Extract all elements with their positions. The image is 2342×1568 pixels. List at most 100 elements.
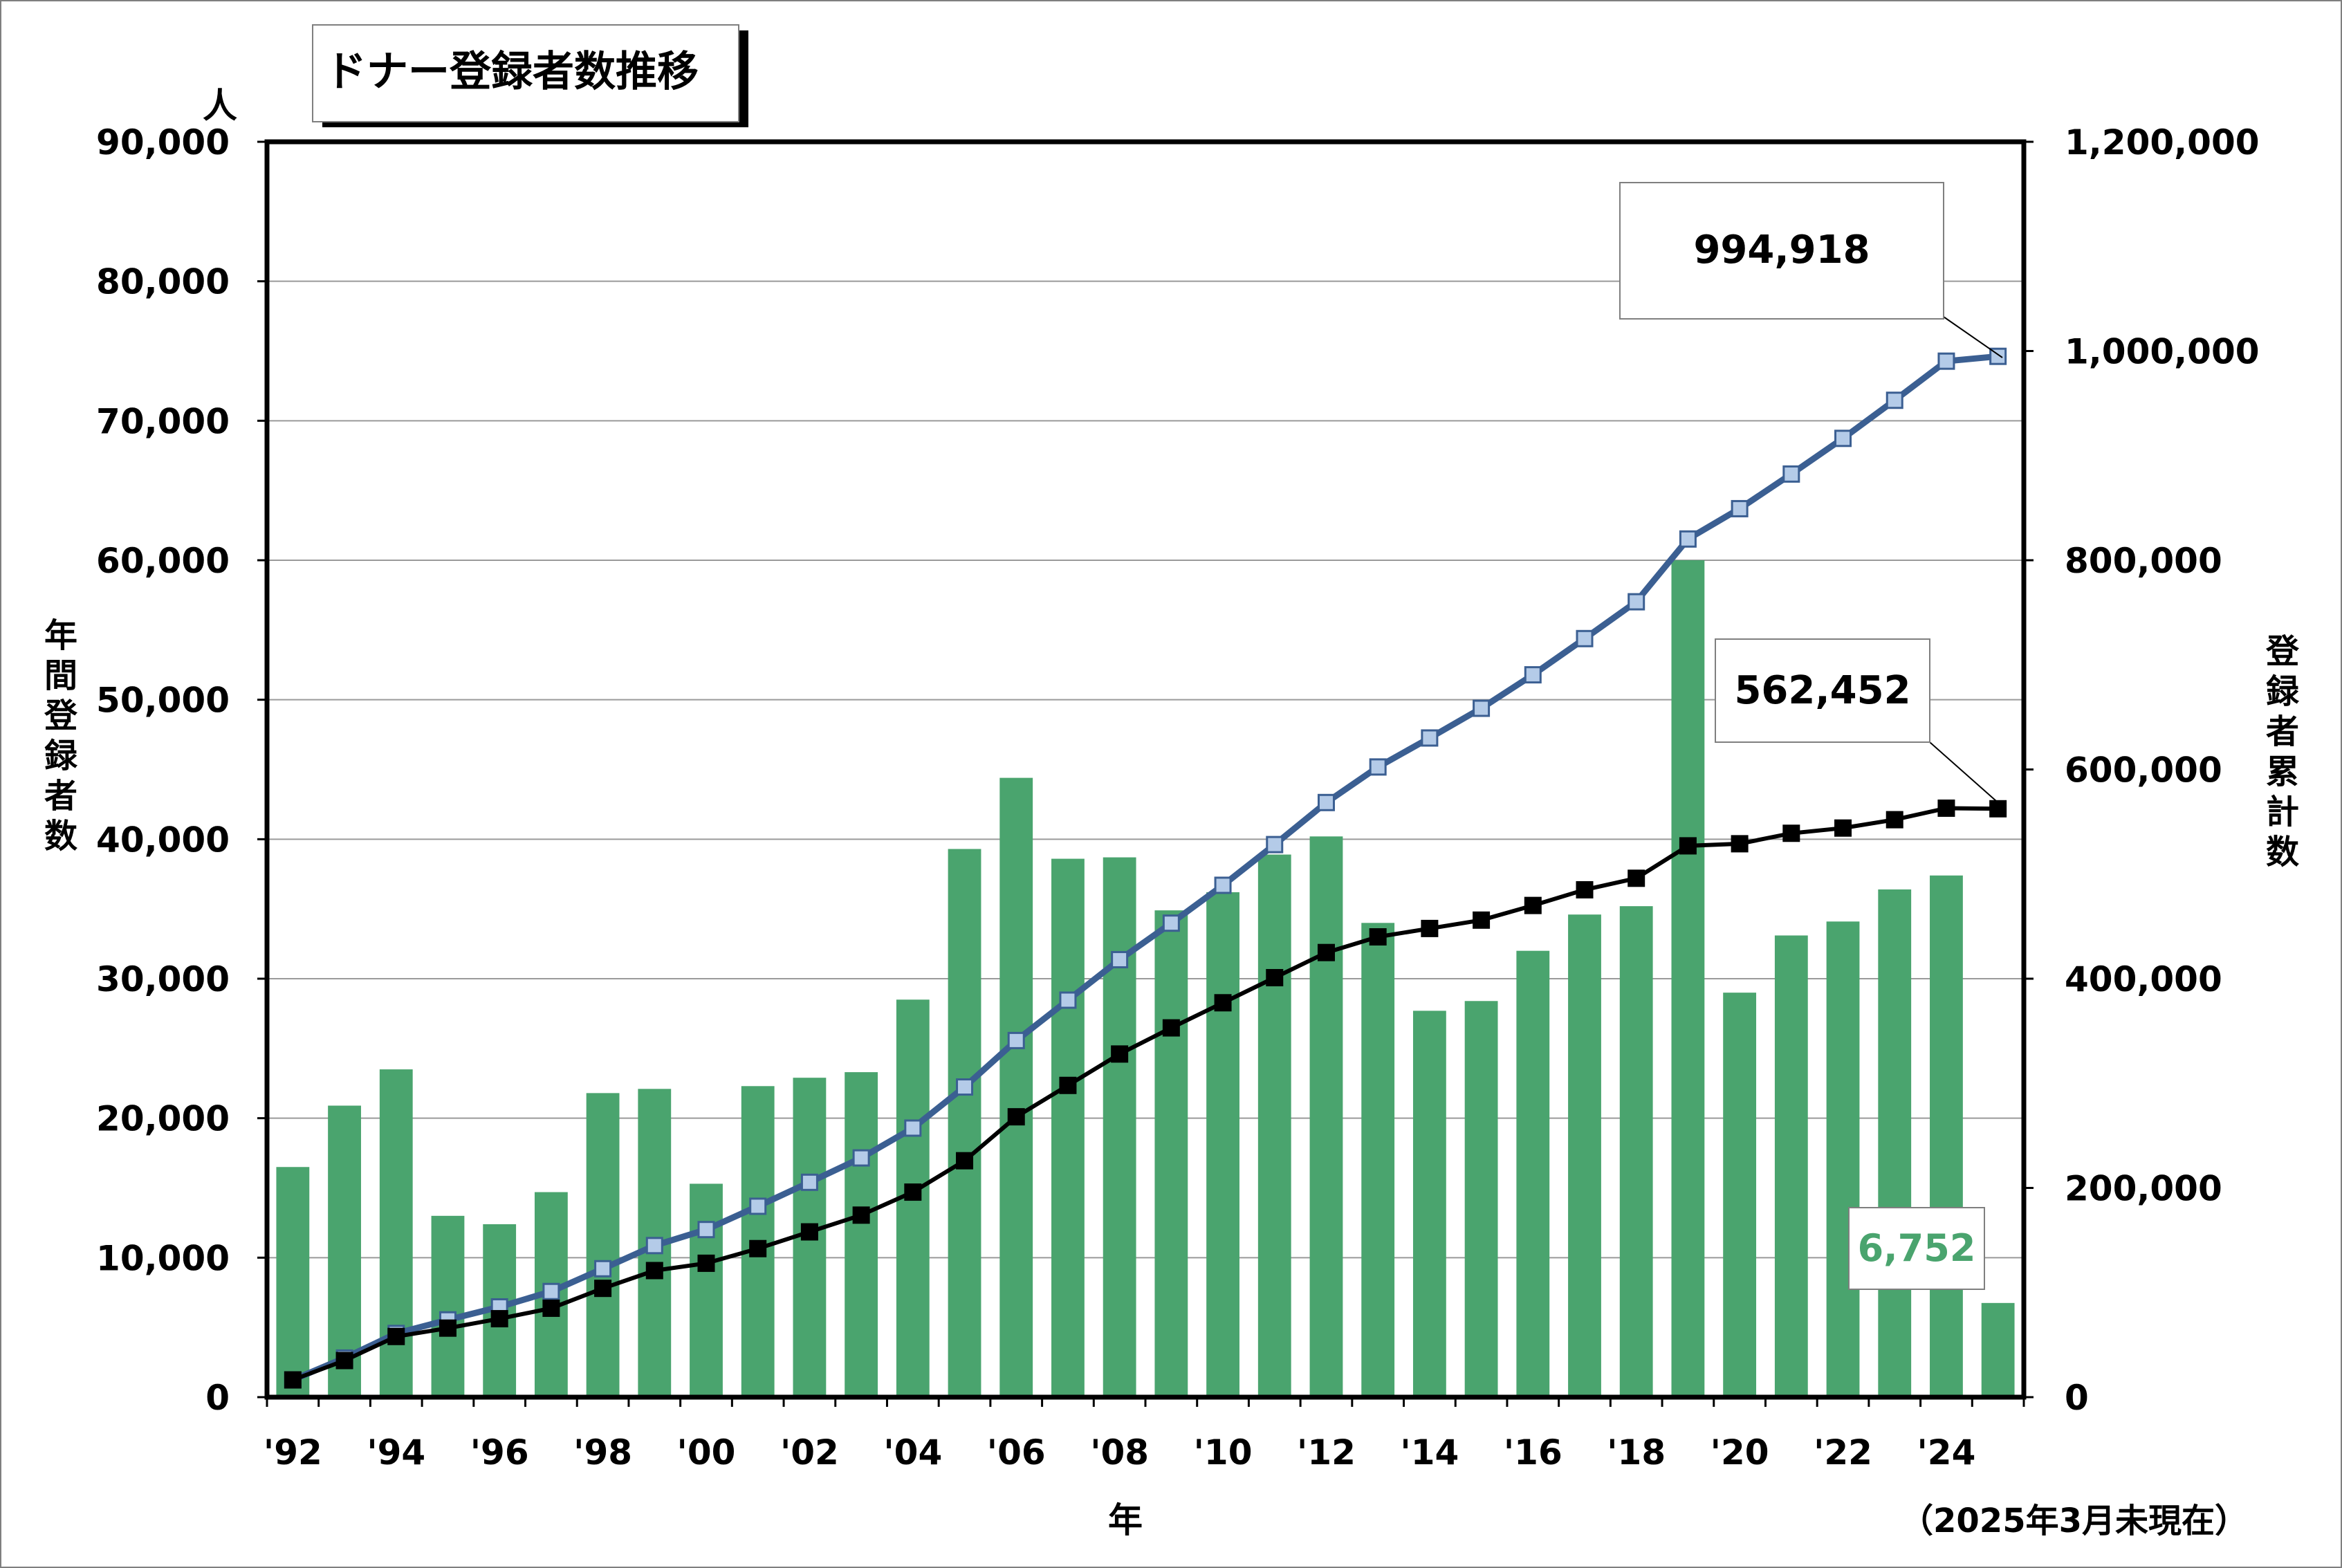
series-point xyxy=(439,1319,457,1337)
series-point xyxy=(749,1197,767,1215)
x-tick-label: '04 xyxy=(883,1432,942,1473)
series-point xyxy=(1628,593,1645,611)
series-point xyxy=(1885,391,1903,409)
series-point xyxy=(956,1078,974,1096)
axis-title-char: 累 xyxy=(2266,753,2299,791)
annual-bar xyxy=(1206,892,1239,1397)
annual-bar xyxy=(1723,993,1757,1397)
series-point xyxy=(1266,968,1284,986)
chart-title-box: ドナー登録者数推移 xyxy=(312,24,748,127)
series-point xyxy=(852,1149,870,1167)
annual-bar xyxy=(1361,923,1395,1397)
annual-bar xyxy=(1309,836,1343,1397)
x-tick-label: '02 xyxy=(780,1432,839,1473)
callout-annual-last-value: 6,752 xyxy=(1858,1226,1976,1270)
left-tick-label: 30,000 xyxy=(96,959,230,999)
series-point xyxy=(1885,811,1903,829)
annual-bar xyxy=(1103,857,1136,1397)
x-tick-label: '96 xyxy=(470,1432,529,1473)
series-line xyxy=(292,806,1998,1382)
series-point xyxy=(1679,530,1697,548)
annual-bar xyxy=(948,849,981,1397)
x-tick-label: '14 xyxy=(1400,1432,1459,1473)
series-point xyxy=(1679,837,1697,855)
annual-bar xyxy=(379,1069,413,1397)
series-point xyxy=(1834,430,1852,448)
x-tick-label: '10 xyxy=(1194,1432,1253,1473)
right-tick-label: 400,000 xyxy=(2065,959,2222,999)
series-point xyxy=(1421,729,1439,747)
series-point xyxy=(852,1206,870,1224)
series-point xyxy=(1937,352,1955,370)
left-tick-label: 10,000 xyxy=(96,1238,230,1278)
x-axis-ticks: '92 '94 '96 '98 '00 '02 '04 '06 '08 '10 '12 '14 '16 '… xyxy=(264,1397,2025,1473)
annual-bar xyxy=(1464,1001,1498,1397)
series-point xyxy=(1628,869,1645,887)
annual-bar xyxy=(1619,906,1653,1397)
series-point xyxy=(594,1260,612,1278)
series-point xyxy=(1473,911,1491,929)
callout-total-value: 994,918 xyxy=(1693,228,1870,273)
series-point xyxy=(490,1310,508,1328)
x-tick-label: '00 xyxy=(677,1432,736,1473)
series-point xyxy=(1059,1076,1077,1094)
series-point xyxy=(542,1282,560,1300)
series-point xyxy=(1111,950,1129,968)
date-note: （2025年3月未現在） xyxy=(1900,1502,2248,1540)
chart-title: ドナー登録者数推移 xyxy=(325,48,699,96)
axis-title-char: 数 xyxy=(2266,833,2299,871)
callout-current: 562,452 xyxy=(1715,638,2003,807)
x-tick-label: '12 xyxy=(1297,1432,1356,1473)
series-point xyxy=(800,1173,818,1191)
annual-bar xyxy=(1774,935,1808,1397)
left-tick-label: 50,000 xyxy=(96,681,230,721)
series-point xyxy=(1576,880,1594,898)
left-tick-label: 60,000 xyxy=(96,541,230,581)
right-tick-label: 600,000 xyxy=(2065,750,2222,791)
left-axis-unit: 人 xyxy=(203,86,237,126)
plot-frame xyxy=(264,139,2027,1400)
axis-title-char: 者 xyxy=(2266,712,2299,751)
series-point xyxy=(904,1119,922,1137)
series-point xyxy=(1524,896,1542,914)
right-tick-label: 1,200,000 xyxy=(2065,122,2260,163)
callout-total: 994,918 xyxy=(1619,182,2003,358)
gridlines xyxy=(267,280,2024,1259)
annual-bar xyxy=(1826,921,1860,1397)
annual-bar xyxy=(690,1183,723,1397)
x-tick-label: '98 xyxy=(573,1432,632,1473)
left-tick-label: 20,000 xyxy=(96,1099,230,1139)
series-point xyxy=(1369,928,1387,946)
annual-bar xyxy=(328,1105,361,1397)
series-point xyxy=(697,1254,715,1272)
x-tick-label: '06 xyxy=(987,1432,1046,1473)
series-point xyxy=(1731,835,1749,853)
x-tick-label: '22 xyxy=(1814,1432,1872,1473)
annual-bar xyxy=(1412,1011,1446,1397)
series-point xyxy=(1782,824,1800,842)
series-point xyxy=(697,1221,715,1239)
x-tick-label: '24 xyxy=(1917,1432,1975,1473)
series-point xyxy=(1214,876,1232,894)
series-point xyxy=(542,1299,560,1317)
annual-bar xyxy=(999,777,1033,1397)
annual-bar xyxy=(1051,858,1085,1397)
annual-bar xyxy=(1516,950,1550,1397)
series-point xyxy=(1937,799,1955,817)
axis-title-char: 録 xyxy=(2266,672,2300,711)
axis-title-char: 計 xyxy=(2266,793,2299,831)
x-tick-label: '94 xyxy=(367,1432,425,1473)
series-point xyxy=(1369,758,1387,776)
series-point xyxy=(1421,919,1439,937)
right-tick-label: 1,000,000 xyxy=(2065,332,2260,372)
left-axis-ticks: 0 10,000 20,000 30,000 40,000 50,000 60,000 70,… xyxy=(96,122,267,1418)
x-tick-label: '92 xyxy=(264,1432,322,1473)
series-point xyxy=(645,1262,663,1280)
annual-bar xyxy=(1568,914,1601,1397)
series-point xyxy=(1576,629,1594,647)
right-tick-label: 800,000 xyxy=(2065,541,2222,581)
left-tick-label: 40,000 xyxy=(96,820,230,860)
